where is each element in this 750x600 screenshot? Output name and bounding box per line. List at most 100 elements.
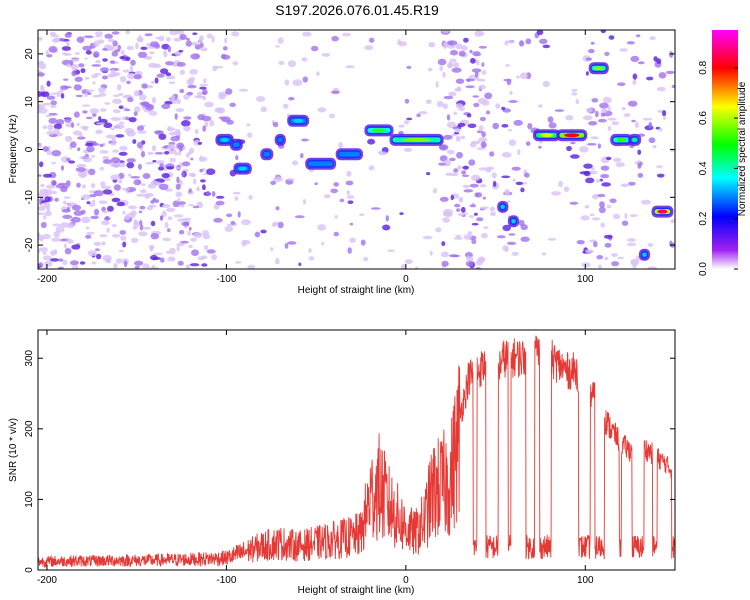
noise-blob	[52, 190, 57, 195]
y-tick-label: 0	[24, 567, 35, 573]
noise-blob	[229, 102, 236, 108]
noise-blob	[463, 234, 472, 240]
noise-blob	[287, 60, 297, 68]
noise-blob	[93, 190, 104, 197]
noise-blob	[167, 256, 176, 262]
noise-blob	[580, 215, 590, 221]
noise-blob	[73, 210, 84, 216]
noise-blob	[287, 178, 295, 181]
noise-blob	[125, 56, 131, 62]
noise-blob	[71, 58, 80, 62]
noise-blob	[226, 213, 233, 218]
noise-blob	[511, 166, 521, 171]
noise-blob	[599, 102, 609, 109]
noise-blob	[190, 157, 194, 161]
noise-blob	[232, 191, 241, 195]
noise-blob	[600, 174, 610, 179]
noise-blob	[438, 144, 449, 151]
noise-blob	[136, 36, 144, 43]
noise-blob	[61, 46, 71, 51]
noise-blob	[509, 90, 513, 95]
noise-blob	[154, 130, 164, 135]
noise-blob	[75, 167, 86, 173]
noise-blob	[478, 257, 485, 261]
noise-blob	[480, 206, 489, 210]
noise-blob	[347, 247, 352, 254]
noise-blob	[85, 89, 95, 92]
noise-blob	[596, 255, 603, 260]
noise-blob	[73, 84, 82, 91]
noise-blob	[491, 172, 497, 179]
noise-blob	[349, 237, 356, 243]
noise-blob	[479, 184, 487, 188]
noise-blob	[585, 249, 594, 254]
noise-blob	[302, 31, 312, 37]
noise-blob	[230, 220, 235, 225]
noise-blob	[118, 151, 128, 156]
noise-blob	[294, 215, 305, 219]
noise-blob	[43, 215, 47, 220]
signal-peak	[313, 161, 329, 166]
noise-blob	[592, 193, 599, 200]
noise-blob	[81, 194, 91, 200]
noise-blob	[478, 78, 486, 82]
noise-blob	[443, 95, 454, 100]
noise-blob	[347, 200, 354, 204]
noise-blob	[150, 220, 156, 227]
noise-blob	[42, 102, 52, 106]
noise-blob	[176, 62, 186, 67]
noise-blob	[453, 168, 459, 173]
noise-blob	[590, 41, 595, 45]
x-tick-label: -200	[37, 575, 57, 586]
noise-blob	[43, 266, 47, 269]
noise-blob	[576, 240, 585, 245]
noise-blob	[508, 100, 518, 103]
snr-marks	[38, 335, 675, 569]
noise-blob	[138, 231, 148, 237]
noise-blob	[216, 195, 225, 199]
noise-blob	[48, 112, 58, 116]
signal-peak	[594, 66, 604, 71]
noise-blob	[621, 220, 629, 226]
snr-x-axis: -200 -100 0 100	[37, 330, 594, 586]
noise-blob	[79, 156, 89, 160]
noise-blob	[149, 51, 155, 55]
noise-blob	[85, 226, 90, 230]
noise-blob	[86, 145, 95, 153]
noise-blob	[519, 40, 525, 47]
noise-blob	[659, 127, 663, 132]
noise-blob	[40, 221, 47, 229]
noise-blob	[363, 256, 369, 262]
noise-blob	[56, 119, 65, 125]
noise-blob	[55, 226, 65, 233]
noise-blob	[316, 71, 320, 77]
noise-blob	[432, 188, 438, 194]
noise-blob	[199, 168, 203, 173]
noise-blob	[468, 215, 474, 218]
noise-blob	[538, 145, 542, 149]
noise-blob	[165, 61, 174, 66]
noise-blob	[179, 88, 185, 94]
noise-blob	[38, 143, 42, 149]
noise-blob	[95, 129, 103, 135]
noise-blob	[38, 205, 46, 211]
noise-blob	[105, 134, 116, 139]
noise-blob	[629, 214, 638, 218]
noise-blob	[321, 53, 331, 57]
noise-blob	[92, 81, 96, 85]
noise-blob	[106, 227, 110, 233]
noise-blob	[201, 263, 208, 267]
noise-blob	[191, 249, 199, 256]
noise-blob	[71, 122, 74, 128]
noise-blob	[503, 78, 512, 82]
noise-blob	[177, 260, 184, 266]
noise-blob	[128, 205, 137, 210]
noise-blob	[474, 30, 483, 37]
noise-blob	[158, 183, 169, 190]
noise-blob	[450, 133, 457, 137]
noise-blob	[63, 196, 71, 199]
noise-blob	[406, 117, 413, 121]
noise-blob	[102, 159, 112, 164]
noise-blob	[99, 143, 104, 147]
noise-blob	[137, 163, 142, 170]
